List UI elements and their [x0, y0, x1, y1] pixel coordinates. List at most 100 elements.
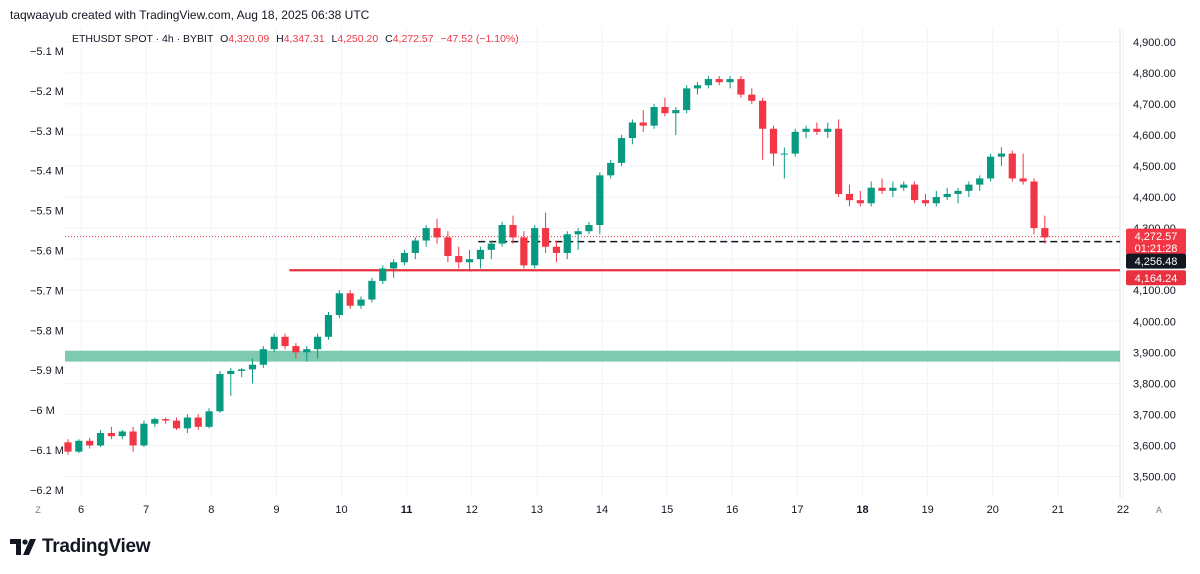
- candle-body-up: [270, 336, 278, 350]
- candle-body-up: [248, 364, 257, 370]
- candle-body-down: [835, 128, 843, 194]
- candle-body-up: [628, 122, 636, 139]
- bar-countdown-label: 01:21:28: [1135, 243, 1178, 255]
- left-tick-label: −5.2 M: [30, 86, 64, 98]
- candle-body-up: [704, 79, 712, 86]
- time-axis[interactable]: 6 7 8 9 10 11 12 13 14 15 16 17 18 19 20 21 22 Z A: [35, 504, 1162, 516]
- legend-change: −47.52 (−1.10%): [441, 33, 519, 45]
- candle-body-down: [520, 237, 528, 266]
- time-tick-label: 14: [596, 504, 608, 516]
- price-tick-label: 4,800.00: [1133, 68, 1176, 80]
- candle-body-down: [813, 128, 821, 132]
- candle-body-down: [552, 246, 561, 253]
- candle-body-up: [400, 252, 409, 263]
- time-tick-label: 10: [335, 504, 347, 516]
- price-tick-label: 4,600.00: [1133, 130, 1176, 142]
- dashed-level-label: 4,256.48: [1135, 256, 1178, 268]
- candle-body-down: [911, 184, 919, 201]
- candle-body-up: [75, 440, 83, 452]
- price-axis[interactable]: 3,500.00 3,600.00 3,700.00 3,800.00 3,900.00…: [1126, 37, 1186, 484]
- candle-body-up: [151, 419, 159, 424]
- candle-body-up: [411, 240, 419, 253]
- time-tick-label: 18: [856, 504, 868, 516]
- candle-body-up: [335, 293, 343, 316]
- time-tick-label: 6: [78, 504, 84, 516]
- left-tick-label: −5.1 M: [30, 46, 64, 58]
- candle-body-down: [86, 440, 94, 446]
- time-tick-label: 21: [1052, 504, 1064, 516]
- price-tick-label: 3,700.00: [1133, 409, 1176, 421]
- candle-body-up: [563, 234, 571, 253]
- candle-body-up: [216, 374, 224, 412]
- left-tick-label: −5.8 M: [30, 325, 64, 337]
- candle-body-up: [357, 299, 365, 306]
- candle-body-up: [617, 138, 626, 163]
- price-tick-label: 4,100.00: [1133, 285, 1176, 297]
- attribution-text: taqwaayub created with TradingView.com, …: [10, 8, 370, 22]
- time-tick-label: 11: [401, 504, 413, 516]
- time-tick-label: 19: [922, 504, 934, 516]
- left-tick-label: −6.2 M: [30, 485, 64, 497]
- price-tick-label: 4,700.00: [1133, 99, 1176, 111]
- left-tick-label: −5.4 M: [30, 166, 64, 178]
- time-tick-label: 15: [661, 504, 673, 516]
- axis-z-button[interactable]: Z: [35, 505, 41, 515]
- time-tick-label: 20: [987, 504, 999, 516]
- candle-body-down: [845, 193, 854, 201]
- candle-body-down: [715, 79, 723, 83]
- candle-body-up: [780, 153, 788, 155]
- candle-body-down: [444, 237, 452, 257]
- candle-body-up: [802, 128, 810, 132]
- candle-body-down: [878, 187, 886, 191]
- tradingview-brand: TradingView: [42, 536, 151, 557]
- price-tick-label: 3,500.00: [1133, 472, 1176, 484]
- tradingview-logo[interactable]: TradingView: [10, 536, 151, 558]
- time-tick-label: 7: [143, 504, 149, 516]
- candle-body-down: [194, 417, 202, 427]
- price-levels: [65, 236, 1120, 272]
- time-tick-label: 13: [531, 504, 543, 516]
- candle-body-up: [476, 249, 485, 260]
- candle-body-up: [672, 110, 680, 114]
- left-axis: −5.1 M −5.2 M −5.3 M −5.4 M −5.5 M −5.6 M −5.7…: [30, 46, 64, 497]
- time-tick-label: 9: [273, 504, 279, 516]
- candle-body-up: [726, 79, 734, 83]
- support-line-tag: [1126, 270, 1186, 286]
- candle-body-up: [303, 349, 311, 353]
- dashed-level-tag: [1126, 253, 1186, 269]
- legend-high-value: 4,347.31: [284, 33, 325, 45]
- candle-body-down: [1019, 178, 1027, 182]
- price-tick-label: 3,800.00: [1133, 378, 1176, 390]
- candle-body-up: [889, 187, 897, 191]
- candle-body-down: [509, 224, 517, 238]
- time-tick-label: 8: [208, 504, 214, 516]
- support-zone: [65, 350, 1120, 362]
- candle-body-up: [96, 433, 105, 446]
- candle-body-down: [856, 200, 864, 204]
- candle-body-up: [314, 336, 322, 350]
- candle-body-down: [346, 293, 354, 306]
- time-tick-label: 12: [466, 504, 478, 516]
- candle-body-up: [976, 178, 984, 185]
- candle-body-down: [921, 200, 930, 204]
- candle-body-down: [748, 94, 756, 101]
- candle-body-up: [379, 268, 387, 281]
- candle-body-down: [759, 100, 767, 129]
- candle-body-up: [965, 184, 973, 191]
- candle-body-down: [1030, 181, 1038, 229]
- axis-auto-button[interactable]: A: [1156, 505, 1162, 515]
- candle-body-up: [227, 370, 235, 375]
- candle-body-up: [118, 431, 126, 437]
- current-price-tag: [1126, 228, 1186, 255]
- candle-body-up: [183, 417, 191, 429]
- candle-body-up: [607, 162, 615, 176]
- price-tick-label: 4,500.00: [1133, 161, 1176, 173]
- left-tick-label: −5.7 M: [30, 285, 64, 297]
- left-tick-label: −6.1 M: [30, 445, 64, 457]
- candle-body-up: [205, 411, 213, 427]
- candle-body-up: [693, 85, 702, 89]
- candle-body-up: [368, 280, 376, 300]
- price-tick-label: 4,900.00: [1133, 37, 1176, 49]
- price-tick-label: 3,600.00: [1133, 440, 1176, 452]
